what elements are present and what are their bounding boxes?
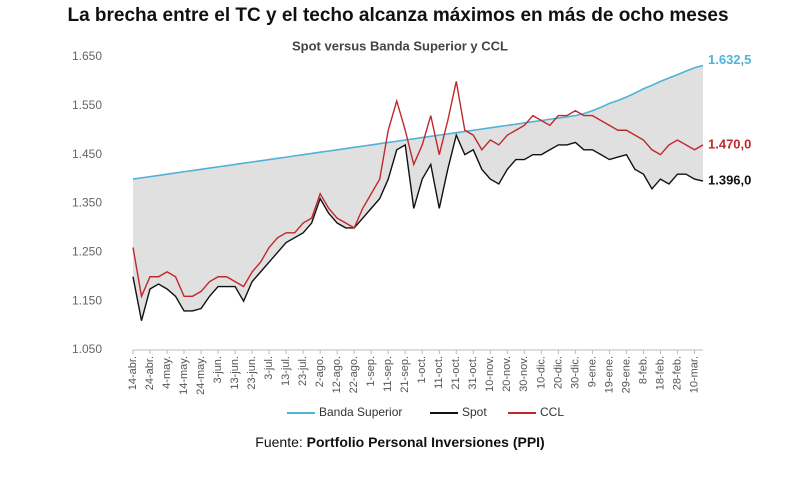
source-prefix: Fuente: <box>255 434 302 450</box>
x-tick-label: 20-dic. <box>552 356 564 389</box>
x-tick-label: 18-feb. <box>654 356 666 390</box>
y-tick-label: 1.050 <box>72 342 102 356</box>
x-tick-label: 30-dic. <box>569 356 581 389</box>
x-tick-label: 10-mar. <box>688 356 700 393</box>
x-tick-label: 9-ene. <box>586 356 598 387</box>
y-tick-label: 1.650 <box>72 49 102 63</box>
x-tick-label: 28-feb. <box>671 356 683 390</box>
x-tick-label: 13-jul. <box>280 356 292 386</box>
y-tick-label: 1.550 <box>72 98 102 112</box>
end-value-label: 1.632,5 <box>708 52 751 67</box>
legend-item: CCL <box>508 405 564 419</box>
x-tick-label: 22-ago. <box>348 356 360 393</box>
y-tick-label: 1.150 <box>72 293 102 307</box>
x-tick-label: 12-ago. <box>331 356 343 393</box>
y-tick-label: 1.250 <box>72 245 102 259</box>
x-tick-label: 14-may. <box>178 356 190 395</box>
x-tick-label: 2-ago. <box>314 356 326 387</box>
x-tick-label: 19-ene. <box>603 356 615 393</box>
x-tick-label: 24-abr. <box>144 356 156 390</box>
series-line <box>132 81 704 299</box>
legend-label: CCL <box>540 405 564 419</box>
x-tick-label: 23-jun. <box>246 356 258 390</box>
end-value-label: 1.470,0 <box>708 136 751 151</box>
x-tick-label: 20-nov. <box>501 356 513 392</box>
chart-subtitle: Spot versus Banda Superior y CCL <box>292 38 508 53</box>
x-tick-label: 10-nov. <box>484 356 496 392</box>
x-tick-label: 11-oct. <box>433 356 445 389</box>
x-tick-label: 4-may. <box>161 356 173 389</box>
x-tick-label: 3-jun. <box>212 356 224 384</box>
legend-label: Banda Superior <box>319 405 402 419</box>
y-tick-label: 1.450 <box>72 147 102 161</box>
legend-item: Spot <box>430 405 487 419</box>
series-line <box>132 132 704 321</box>
x-tick-label: 29-ene. <box>620 356 632 393</box>
source-name: Portfolio Personal Inversiones (PPI) <box>307 434 545 450</box>
x-tick-label: 11-sep. <box>382 356 394 392</box>
chart-title: La brecha entre el TC y el techo alcanza… <box>67 5 728 26</box>
x-tick-label: 21-oct. <box>450 356 462 390</box>
source: Fuente: Portfolio Personal Inversiones (… <box>255 434 544 450</box>
legend-label: Spot <box>462 405 487 419</box>
series-line <box>132 64 704 180</box>
x-tick-label: 21-sep. <box>399 356 411 393</box>
x-tick-label: 30-nov. <box>518 356 530 392</box>
x-tick-label: 1-sep. <box>365 356 377 387</box>
x-tick-label: 1-oct. <box>416 356 428 384</box>
x-tick-label: 14-abr. <box>127 356 139 390</box>
x-tick-label: 31-oct. <box>467 356 479 390</box>
legend-item: Banda Superior <box>287 405 402 419</box>
x-tick-label: 8-feb. <box>637 356 649 384</box>
x-tick-label: 24-may. <box>195 356 207 395</box>
x-tick-label: 23-jul. <box>297 356 309 386</box>
x-tick-label: 13-jun. <box>229 356 241 390</box>
x-tick-label: 3-jul. <box>263 356 275 380</box>
end-value-label: 1.396,0 <box>708 172 751 187</box>
x-tick-label: 10-dic. <box>535 356 547 389</box>
y-tick-label: 1.350 <box>72 196 102 210</box>
